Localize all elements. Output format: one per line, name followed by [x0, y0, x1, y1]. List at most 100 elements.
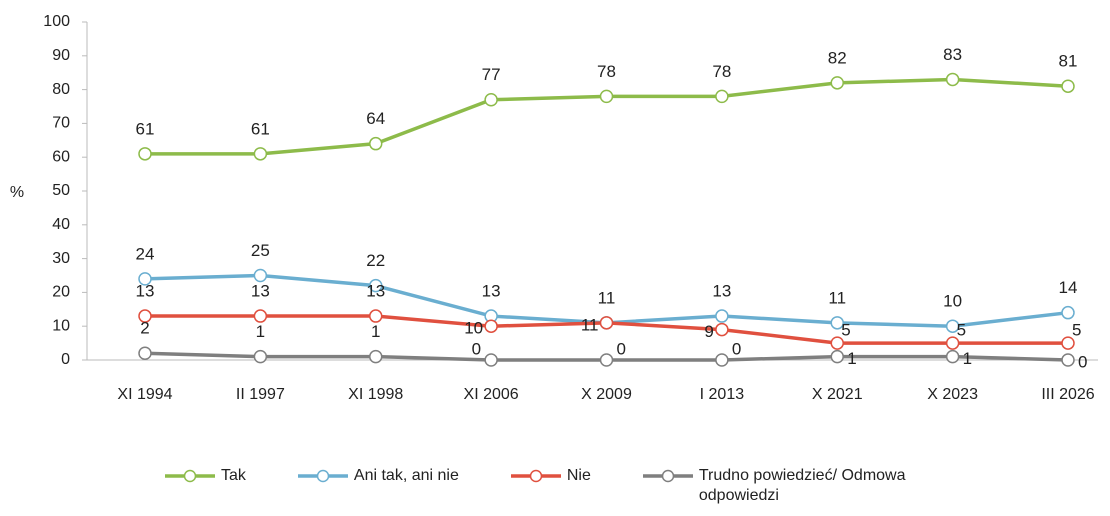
data-point [830, 316, 844, 330]
data-label: 81 [1059, 52, 1078, 71]
legend-marker [529, 469, 543, 483]
data-label: 61 [251, 119, 270, 138]
legend-swatch [165, 469, 215, 483]
y-tick-label: 20 [52, 284, 70, 301]
data-label: 5 [1072, 321, 1081, 340]
data-label: 13 [366, 282, 385, 301]
legend-label: Tak [221, 467, 246, 484]
data-point [599, 353, 614, 367]
data-point [599, 89, 614, 104]
data-point [369, 278, 383, 293]
data-label: 24 [136, 244, 155, 263]
data-point [945, 336, 960, 350]
data-label: 5 [957, 321, 966, 340]
data-point [138, 272, 152, 286]
data-point [599, 316, 614, 330]
data-point [945, 319, 960, 333]
y-tick-label: 90 [52, 47, 70, 64]
legend-marker [661, 469, 675, 483]
data-label: 11 [598, 288, 616, 307]
data-label: 5 [841, 321, 850, 340]
data-point [253, 268, 268, 283]
data-label: 10 [464, 319, 483, 338]
data-label: 0 [472, 339, 481, 358]
y-tick-label: 0 [61, 351, 70, 368]
legend-item: Trudno powiedzieć/ Odmowa odpowiedzi [642, 466, 914, 506]
data-point [830, 76, 844, 90]
legend-label: Ani tak, ani nie [353, 467, 459, 484]
x-tick-label: X 2021 [812, 386, 863, 403]
data-point [715, 309, 729, 323]
y-tick-label: 40 [52, 216, 70, 233]
data-label: 82 [828, 48, 847, 67]
y-axis-label: % [10, 184, 24, 201]
data-point [715, 353, 729, 367]
data-label: 2 [140, 319, 149, 338]
data-point [1061, 336, 1075, 350]
data-label: 13 [482, 282, 501, 301]
x-tick-label: XI 2006 [464, 386, 519, 403]
data-point [830, 336, 844, 350]
legend-swatch [510, 469, 561, 483]
data-label: 1 [371, 322, 380, 341]
legend-label: Trudno powiedzieć/ Odmowa odpowiedzi [698, 467, 906, 504]
y-tick-label: 10 [52, 317, 70, 334]
data-point [715, 89, 729, 104]
data-label: 25 [251, 241, 270, 260]
y-tick-label: 30 [52, 250, 70, 267]
legend-swatch [297, 469, 348, 483]
data-point [369, 309, 383, 323]
data-point [253, 349, 268, 364]
y-tick-label: 80 [52, 81, 70, 98]
y-tick-label: 50 [52, 182, 70, 199]
data-label: 83 [943, 45, 962, 64]
legend-swatch [642, 469, 693, 483]
data-label: 0 [732, 339, 741, 358]
data-label: 78 [597, 62, 616, 81]
x-tick-label: X 2009 [581, 386, 632, 403]
data-label: 13 [251, 282, 270, 301]
data-label: 10 [943, 292, 962, 311]
x-tick-label: III 2026 [1041, 386, 1094, 403]
data-point [369, 136, 383, 151]
legend-marker [183, 469, 197, 483]
data-point [1061, 305, 1075, 320]
data-label: 78 [712, 62, 731, 81]
data-point [138, 147, 152, 161]
data-point [253, 309, 268, 323]
x-tick-label: XI 1998 [348, 386, 403, 403]
data-label: 11 [828, 288, 846, 307]
data-point [1061, 79, 1075, 93]
x-tick-label: II 1997 [236, 386, 285, 403]
data-point [253, 147, 268, 161]
data-point [484, 319, 498, 333]
legend: Tak Ani tak, ani nie Nie Trudno powiedzieć/… [165, 466, 966, 506]
data-label: 77 [482, 65, 501, 84]
data-label: 64 [366, 109, 385, 128]
data-label: 1 [256, 322, 265, 341]
x-tick-label: XI 1994 [117, 386, 172, 403]
data-point [138, 309, 152, 323]
data-point [715, 322, 729, 337]
data-point [945, 72, 960, 87]
data-label: 13 [136, 282, 155, 301]
legend-item: Tak [165, 466, 246, 506]
legend-item: Ani tak, ani nie [297, 466, 459, 506]
data-label: 9 [704, 322, 713, 341]
data-point [484, 353, 498, 367]
data-label: 22 [366, 251, 385, 270]
x-tick-label: I 2013 [700, 386, 745, 403]
data-point [945, 349, 960, 364]
data-label: 0 [1078, 352, 1087, 371]
data-label: 61 [136, 119, 155, 138]
data-label: 1 [963, 349, 972, 368]
data-label: 14 [1059, 278, 1078, 297]
data-point [1061, 353, 1075, 367]
data-point [830, 349, 844, 364]
legend-item: Nie [510, 466, 591, 506]
y-tick-label: 60 [52, 148, 70, 165]
data-label: 13 [712, 282, 731, 301]
y-tick-label: 100 [43, 13, 70, 30]
